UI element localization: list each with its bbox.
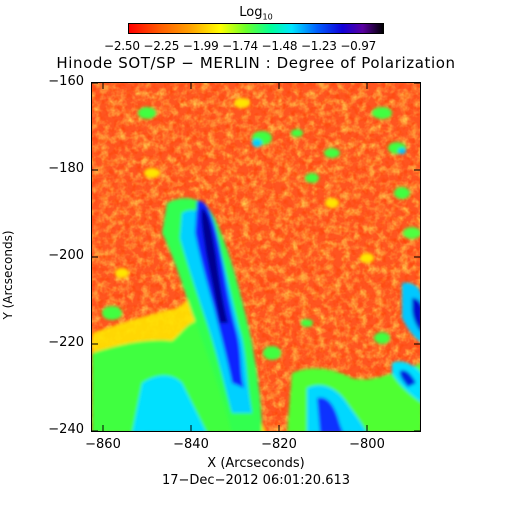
patch-small xyxy=(301,319,313,327)
patch-cyan-right-edge xyxy=(402,282,420,342)
patch-small xyxy=(102,306,122,320)
patch-darkblue-center xyxy=(201,208,228,323)
patch-small xyxy=(325,198,339,208)
patch-small xyxy=(252,139,262,147)
patch-small xyxy=(234,98,250,108)
patch-blue-right-edge xyxy=(412,298,420,331)
x-tick-label: −840 xyxy=(173,437,209,452)
patch-small xyxy=(372,107,392,119)
patch-small xyxy=(398,148,406,154)
patch-small xyxy=(403,227,420,239)
x-axis-label: X (Arcseconds) xyxy=(207,456,305,471)
patch-small xyxy=(360,253,374,263)
patch-small xyxy=(115,268,129,278)
scattered-patches xyxy=(102,98,420,360)
y-tick-label: −220 xyxy=(48,335,84,350)
colorbar-label: Log xyxy=(239,5,263,20)
y-tick-label: −240 xyxy=(48,422,84,437)
patch-blue-bottom-right-corner xyxy=(399,370,416,387)
polarization-patches xyxy=(92,198,420,431)
y-tick-label: −160 xyxy=(48,74,84,89)
timestamp: 17−Dec−2012 06:01:20.613 xyxy=(161,473,351,488)
plot-title: Hinode SOT/SP − MERLIN : Degree of Polar… xyxy=(56,54,456,72)
patch-small xyxy=(305,173,319,183)
y-tick-label: −200 xyxy=(48,248,84,263)
y-axis-label: Y (Arcseconds) xyxy=(1,230,15,320)
patch-blue-bottom-right xyxy=(317,397,343,431)
patch-cyan-left xyxy=(132,375,206,431)
patch-small xyxy=(291,129,303,137)
colorbar-title: Log10 xyxy=(0,5,512,22)
patch-small xyxy=(394,187,410,199)
patch-small xyxy=(324,148,340,158)
y-tick-label: −180 xyxy=(48,161,84,176)
x-tick-label: −820 xyxy=(261,437,297,452)
colorbar xyxy=(128,23,384,34)
patch-small xyxy=(374,332,390,344)
axis-tick-marks xyxy=(91,82,421,432)
patch-small xyxy=(138,107,156,119)
patch-small xyxy=(144,168,160,178)
patch-small xyxy=(263,346,281,360)
polarization-map xyxy=(91,82,421,432)
x-tick-label: −860 xyxy=(85,437,121,452)
x-tick-label: −800 xyxy=(349,437,385,452)
colorbar-label-subscript: 10 xyxy=(262,12,273,22)
colorbar-tick-labels: −2.50 −2.25 −1.99 −1.74 −1.48 −1.23 −0.9… xyxy=(104,39,377,53)
